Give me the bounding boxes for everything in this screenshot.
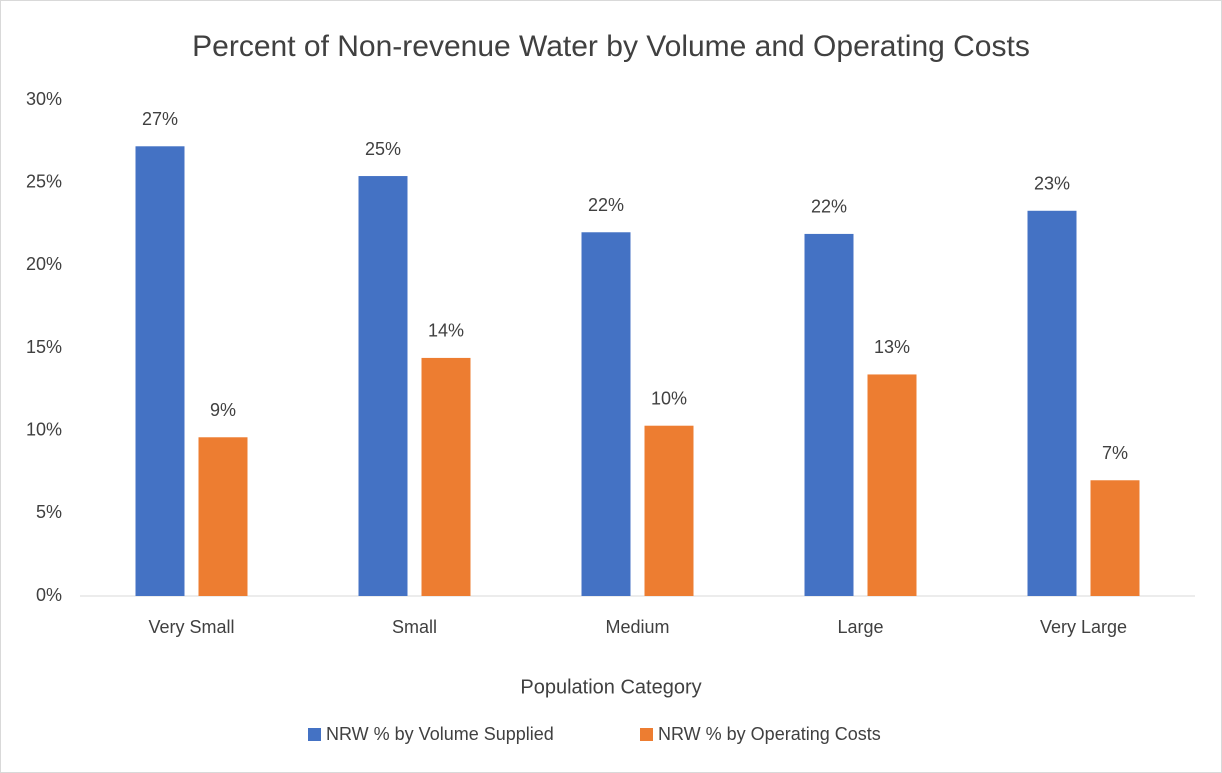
data-label: 25% (365, 139, 401, 159)
y-tick-label: 20% (26, 254, 62, 274)
data-label: 22% (811, 197, 847, 217)
bar (198, 437, 248, 596)
data-label: 7% (1102, 443, 1128, 463)
legend-label: NRW % by Operating Costs (658, 724, 881, 744)
legend-label: NRW % by Volume Supplied (326, 724, 554, 744)
bar (1027, 210, 1077, 597)
bar (358, 176, 408, 596)
x-tick-label: Large (837, 617, 883, 637)
y-tick-label: 30% (26, 89, 62, 109)
bar (1090, 480, 1140, 596)
x-axis-title: Population Category (520, 676, 701, 698)
bar (644, 425, 694, 596)
legend-swatch (308, 728, 321, 741)
legend-swatch (640, 728, 653, 741)
x-tick-label: Very Large (1040, 617, 1127, 637)
bar (421, 357, 471, 596)
y-tick-label: 15% (26, 337, 62, 357)
y-tick-label: 5% (36, 502, 62, 522)
bar (581, 232, 631, 596)
data-label: 23% (1034, 174, 1070, 194)
data-label: 9% (210, 400, 236, 420)
x-tick-label: Medium (605, 617, 669, 637)
data-label: 27% (142, 109, 178, 129)
data-label: 22% (588, 195, 624, 215)
bar (135, 146, 185, 596)
data-label: 14% (428, 321, 464, 341)
bar (867, 374, 917, 596)
y-tick-label: 10% (26, 419, 62, 439)
y-tick-label: 25% (26, 171, 62, 191)
chart-title: Percent of Non-revenue Water by Volume a… (192, 30, 1030, 63)
bar (804, 233, 854, 597)
x-tick-label: Small (392, 617, 437, 637)
data-label: 10% (651, 388, 687, 408)
data-label: 13% (874, 337, 910, 357)
y-tick-label: 0% (36, 585, 62, 605)
x-tick-label: Very Small (148, 617, 234, 637)
